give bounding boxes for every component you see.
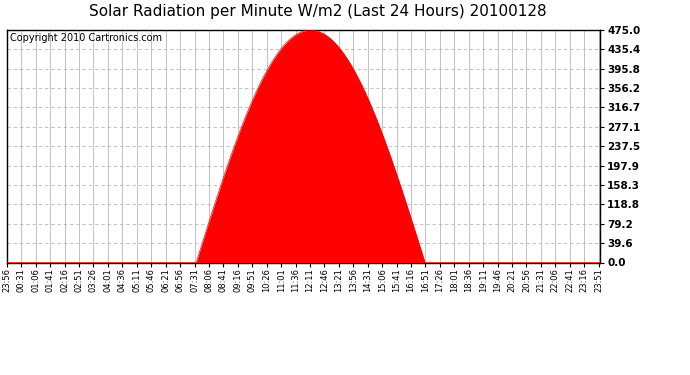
Text: Solar Radiation per Minute W/m2 (Last 24 Hours) 20100128: Solar Radiation per Minute W/m2 (Last 24… <box>88 4 546 19</box>
Text: Copyright 2010 Cartronics.com: Copyright 2010 Cartronics.com <box>10 33 162 44</box>
